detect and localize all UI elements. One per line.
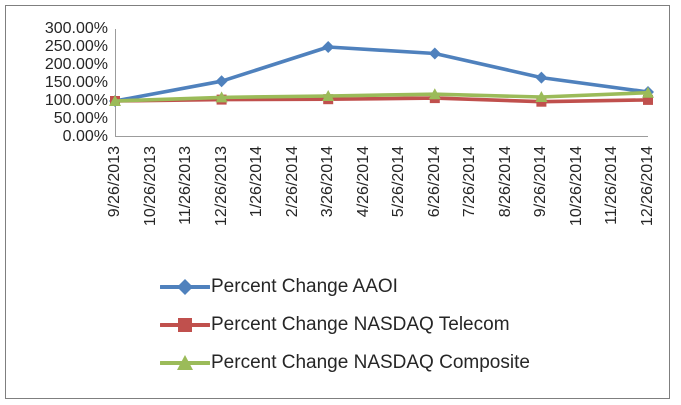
x-axis-tick-label: 9/26/2014 bbox=[532, 146, 550, 218]
square-marker bbox=[178, 318, 192, 332]
y-axis-tick-label: 300.00% bbox=[44, 20, 108, 37]
legend-label-aaoi: Percent Change AAOI bbox=[211, 276, 398, 297]
diamond-marker bbox=[535, 71, 548, 84]
legend-label-nasdaq-telecom: Percent Change NASDAQ Telecom bbox=[211, 314, 510, 335]
square-marker bbox=[643, 94, 653, 105]
triangle-marker bbox=[177, 355, 193, 370]
legend-marker-nasdaq-telecom bbox=[160, 318, 210, 332]
x-axis-tick-label: 4/26/2014 bbox=[354, 146, 372, 218]
x-axis-tick-label: 3/26/2014 bbox=[319, 146, 337, 218]
triangle-marker bbox=[428, 88, 441, 100]
x-axis-tick-label: 10/26/2013 bbox=[141, 146, 159, 227]
y-axis-tick-label: 50.00% bbox=[53, 110, 108, 127]
x-axis-tick-label: 2/26/2014 bbox=[283, 146, 301, 218]
y-axis-tick-label: 100.00% bbox=[44, 92, 108, 109]
legend-item-aaoi: Percent Change AAOI bbox=[160, 276, 398, 298]
series-line-0 bbox=[113, 45, 650, 103]
triangle-marker bbox=[215, 91, 228, 103]
diamond-marker bbox=[177, 279, 193, 295]
triangle-marker bbox=[642, 86, 654, 98]
x-axis-tick-label: 12/26/2014 bbox=[639, 146, 656, 227]
x-axis-tick-label: 8/26/2014 bbox=[496, 146, 514, 218]
x-axis-tick-label: 11/26/2013 bbox=[177, 146, 195, 225]
series-line-2 bbox=[113, 90, 650, 103]
triangle-marker bbox=[109, 95, 121, 106]
diamond-marker bbox=[215, 75, 228, 88]
diamond-marker bbox=[322, 41, 335, 53]
x-axis-tick-label: 11/26/2014 bbox=[603, 146, 621, 225]
x-axis-tick-label: 6/26/2014 bbox=[425, 146, 443, 218]
legend-item-nasdaq-composite: Percent Change NASDAQ Composite bbox=[160, 352, 530, 374]
diamond-marker bbox=[428, 47, 441, 60]
triangle-marker bbox=[535, 91, 548, 102]
y-axis-tick-label: 0.00% bbox=[62, 128, 108, 145]
x-axis-tick-label: 12/26/2013 bbox=[212, 146, 230, 227]
x-axis-tick-label: 1/26/2014 bbox=[248, 146, 266, 218]
triangle-marker bbox=[322, 90, 335, 101]
x-axis-tick-label: 7/26/2014 bbox=[461, 146, 479, 218]
legend-marker-aaoi bbox=[160, 279, 210, 295]
legend-marker-nasdaq-composite bbox=[160, 355, 210, 370]
x-axis-tick-label: 5/26/2014 bbox=[390, 146, 408, 218]
y-axis-tick-label: 200.00% bbox=[44, 56, 108, 73]
legend-item-nasdaq-telecom: Percent Change NASDAQ Telecom bbox=[160, 314, 510, 336]
y-axis-tick-label: 250.00% bbox=[44, 38, 108, 55]
series-line-1 bbox=[113, 96, 650, 104]
y-axis-tick-label: 150.00% bbox=[44, 74, 108, 91]
x-axis-tick-label: 10/26/2014 bbox=[567, 146, 585, 227]
legend-label-nasdaq-composite: Percent Change NASDAQ Composite bbox=[211, 352, 530, 373]
plot-area bbox=[109, 29, 654, 137]
x-axis-tick-label: 9/26/2013 bbox=[106, 146, 123, 218]
